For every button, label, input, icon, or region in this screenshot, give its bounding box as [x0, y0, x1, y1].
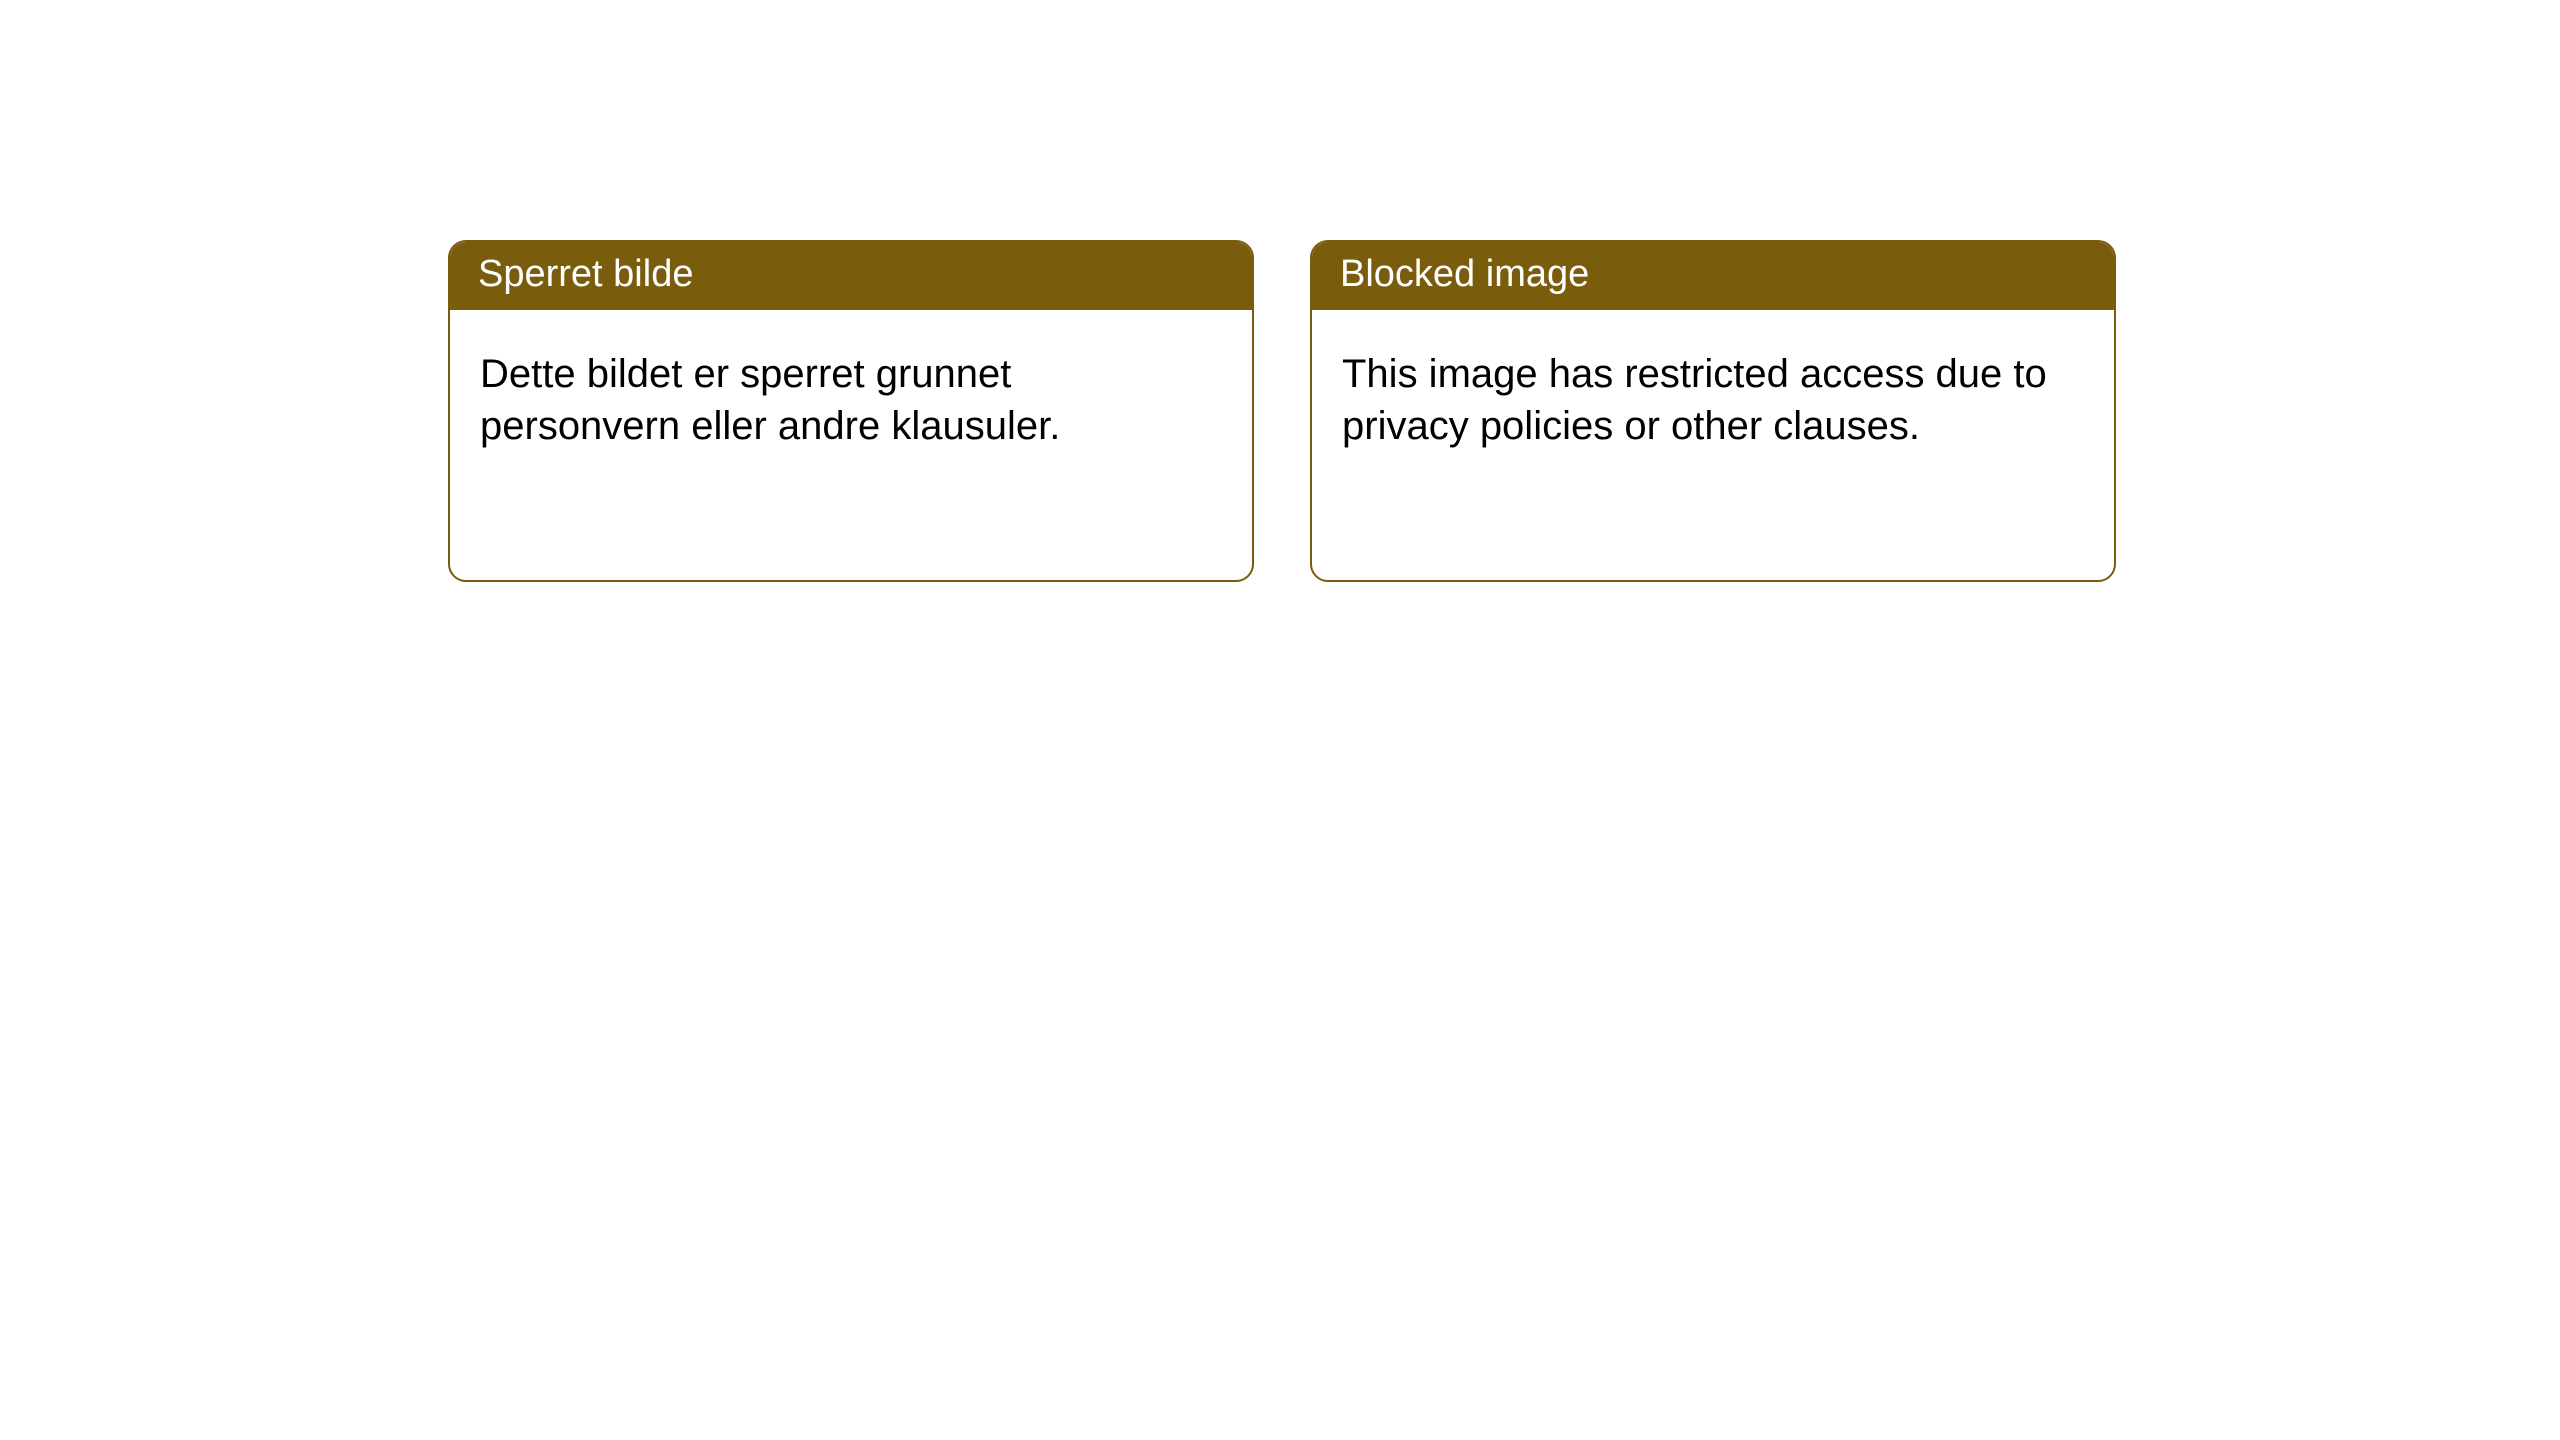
notice-container: Sperret bilde Dette bildet er sperret gr…: [448, 240, 2116, 582]
notice-card-no: Sperret bilde Dette bildet er sperret gr…: [448, 240, 1254, 582]
notice-body-no: Dette bildet er sperret grunnet personve…: [450, 310, 1252, 580]
notice-title-en: Blocked image: [1312, 242, 2114, 310]
notice-body-en: This image has restricted access due to …: [1312, 310, 2114, 580]
notice-card-en: Blocked image This image has restricted …: [1310, 240, 2116, 582]
notice-title-no: Sperret bilde: [450, 242, 1252, 310]
